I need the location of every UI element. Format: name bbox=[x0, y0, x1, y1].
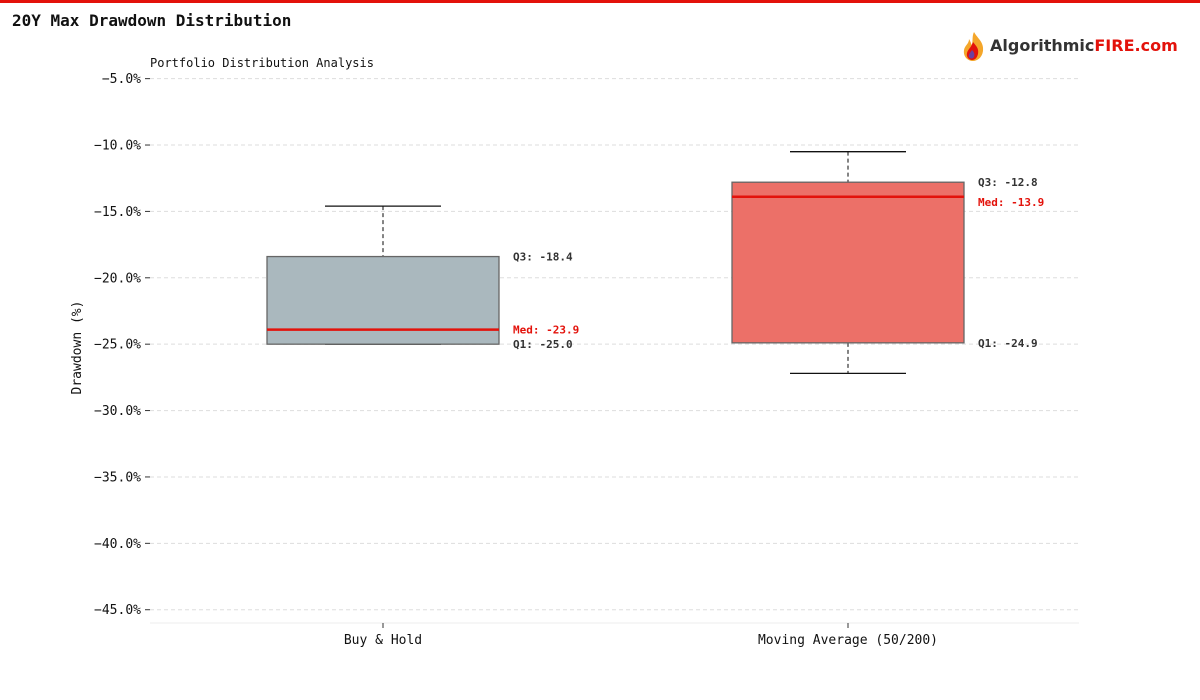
q3-label: Q3: -12.8 bbox=[978, 176, 1038, 189]
brand-logo: AlgorithmicFIRE.com bbox=[960, 30, 1180, 64]
y-tick-label: −5.0% bbox=[102, 72, 141, 87]
y-tick-label: −15.0% bbox=[94, 205, 141, 220]
chart-subtitle: Portfolio Distribution Analysis bbox=[150, 56, 374, 70]
x-tick-label: Buy & Hold bbox=[344, 633, 422, 648]
x-tick-label: Moving Average (50/200) bbox=[758, 633, 938, 648]
y-tick-label: −10.0% bbox=[94, 139, 141, 154]
y-tick-label: −25.0% bbox=[94, 338, 141, 353]
logo-text-accent: FIRE.com bbox=[1094, 36, 1178, 55]
iqr-box bbox=[731, 181, 965, 344]
page-title: 20Y Max Drawdown Distribution bbox=[12, 11, 292, 30]
logo-text: AlgorithmicFIRE.com bbox=[990, 36, 1178, 55]
y-tick-label: −45.0% bbox=[94, 603, 141, 618]
q3-label: Q3: -18.4 bbox=[513, 251, 573, 264]
y-axis-label: Drawdown (%) bbox=[70, 301, 85, 395]
y-tick-label: −20.0% bbox=[94, 271, 141, 286]
y-tick-label: −35.0% bbox=[94, 470, 141, 485]
q1-label: Q1: -25.0 bbox=[513, 338, 573, 351]
top-accent-bar bbox=[0, 0, 1200, 3]
logo-text-main: Algorithmic bbox=[990, 36, 1095, 55]
median-label: Med: -13.9 bbox=[978, 196, 1044, 209]
flame-icon bbox=[963, 32, 984, 61]
median-label: Med: -23.9 bbox=[513, 324, 579, 337]
iqr-box bbox=[266, 255, 500, 345]
y-tick-label: −30.0% bbox=[94, 404, 141, 419]
y-tick-label: −40.0% bbox=[94, 537, 141, 552]
q1-label: Q1: -24.9 bbox=[978, 337, 1038, 350]
